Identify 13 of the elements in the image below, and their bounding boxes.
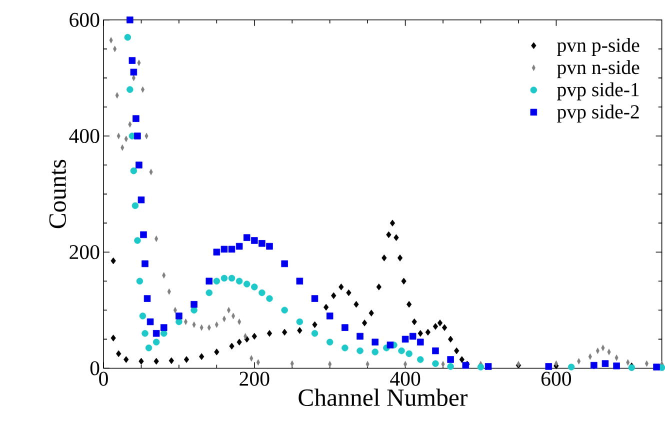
y-tick-label: 0	[90, 361, 100, 376]
y-tick-label: 200	[70, 245, 100, 260]
y-axis-title: Counts	[49, 160, 66, 228]
x-axis-title: Channel Number	[298, 388, 468, 406]
x-tick-label: 400	[390, 372, 420, 386]
y-tick-label: 400	[69, 129, 100, 144]
x-tick-label: 600	[541, 372, 572, 386]
legend-label: pvp side-1	[557, 82, 639, 100]
legend-label: pvn p-side	[557, 38, 640, 56]
x-tick-label: 200	[240, 372, 270, 386]
y-tick-label: 600	[70, 12, 100, 27]
legend-label: pvn n-side	[557, 60, 640, 78]
legend-label: pvp side-2	[557, 104, 639, 123]
